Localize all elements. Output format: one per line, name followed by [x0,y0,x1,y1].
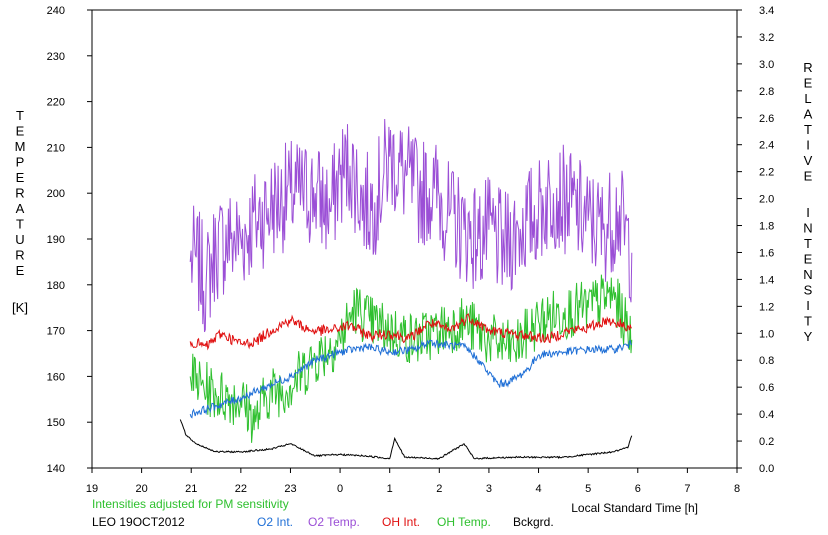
right-tick-label: 2.8 [759,86,774,98]
right-tick-label: 2.2 [759,167,774,179]
x-axis-ticks: 19 20 21 22 23 0 1 2 3 4 5 6 7 8 [86,468,740,495]
x-tick-label: 0 [337,483,343,495]
legend-entry: OH Temp. [437,515,491,529]
x-axis-label: Local Standard Time [h] [571,501,698,515]
right-tick-label: 0.6 [759,382,774,394]
x-tick-label: 8 [734,483,740,495]
right-tick-label: 0.2 [759,436,774,448]
left-axis-letter: E [16,263,25,278]
left-tick-label: 220 [47,97,65,109]
right-tick-label: 2.0 [759,194,774,206]
right-tick-label: 1.4 [759,274,774,286]
legend-entry: O2 Temp. [308,515,360,529]
x-tick-label: 3 [486,483,492,495]
legend-entry: Bckgrd. [513,515,554,529]
left-axis-letter: R [15,248,24,263]
right-axis-letter: E [804,76,813,91]
left-axis-letter: E [16,124,25,139]
right-axis-letter: E [804,252,813,267]
left-axis-unit: [K] [12,300,28,315]
right-tick-label: 0.4 [759,409,774,421]
left-tick-label: 210 [47,142,65,154]
right-axis-letter: V [804,153,813,168]
right-axis-letter: T [804,236,812,251]
right-tick-label: 1.0 [759,328,774,340]
right-axis-letter: E [804,169,813,184]
x-tick-label: 1 [387,483,393,495]
left-tick-label: 200 [47,188,65,200]
right-axis-letter: T [804,122,812,137]
right-tick-label: 1.2 [759,301,774,313]
right-axis-letter: I [806,298,810,313]
left-tick-label: 160 [47,371,65,383]
right-tick-label: 3.2 [759,32,774,44]
right-tick-label: 0.0 [759,463,774,475]
right-axis-letter: R [803,60,812,75]
right-axis-letter: I [806,205,810,220]
legend: O2 Int. O2 Temp. OH Int. OH Temp. Bckgrd. [257,515,554,529]
plot-frame [91,9,738,469]
right-tick-label: 2.6 [759,113,774,125]
right-axis-letter: L [804,91,811,106]
x-tick-label: 5 [585,483,591,495]
left-axis-ticks: 140 150 160 170 180 190 200 210 220 230 240 [47,5,92,475]
right-tick-label: 1.6 [759,247,774,259]
left-tick-label: 190 [47,234,65,246]
x-tick-label: 21 [185,483,197,495]
left-tick-label: 180 [47,280,65,292]
left-tick-label: 240 [47,5,65,17]
x-tick-label: 6 [635,483,641,495]
right-tick-label: 2.4 [759,140,774,152]
left-axis-letter: P [16,155,25,170]
series-line-oh-temp [189,274,633,443]
series-line-bckgrd [179,419,633,461]
left-axis-letter: T [16,108,24,123]
series-line-o2-temp [189,118,633,333]
station-date-label: LEO 19OCT2012 [92,515,185,529]
x-tick-label: 23 [284,483,296,495]
right-axis-letter: N [803,221,812,236]
left-tick-label: 140 [47,463,65,475]
x-tick-label: 22 [235,483,247,495]
pm-sensitivity-note: Intensities adjusted for PM sensitivity [92,497,289,511]
left-tick-label: 170 [47,326,65,338]
right-axis-letter: N [803,267,812,282]
right-tick-label: 3.4 [759,5,774,17]
left-axis-letter: T [16,217,24,232]
right-tick-label: 0.8 [759,355,774,367]
left-axis-letter: U [15,232,24,247]
left-axis-letter: R [15,186,24,201]
x-tick-label: 20 [135,483,147,495]
right-axis-letter: Y [804,329,813,344]
left-tick-label: 230 [47,51,65,63]
left-axis-letter: A [16,201,25,216]
x-tick-label: 2 [436,483,442,495]
legend-entry: OH Int. [382,515,420,529]
left-tick-label: 150 [47,417,65,429]
right-axis-letter: S [804,283,813,298]
series-line-oh-int [189,313,632,351]
right-tick-label: 3.0 [759,59,774,71]
legend-entry: O2 Int. [257,515,293,529]
right-axis-ticks: 0.0 0.2 0.4 0.6 0.8 1.0 1.2 1.4 1.6 1.8 2.0 2.2 2.4 2… [737,5,774,475]
x-tick-label: 19 [86,483,98,495]
right-tick-label: 1.8 [759,221,774,233]
right-axis-letter: I [806,138,810,153]
series-lines [179,118,633,461]
series-line-o2-int [189,339,632,419]
x-tick-label: 4 [535,483,541,495]
left-axis-letter: M [15,139,26,154]
left-axis-letter: E [16,170,25,185]
right-axis-letter: T [804,314,812,329]
x-tick-label: 7 [684,483,690,495]
right-axis-letter: A [804,107,813,122]
